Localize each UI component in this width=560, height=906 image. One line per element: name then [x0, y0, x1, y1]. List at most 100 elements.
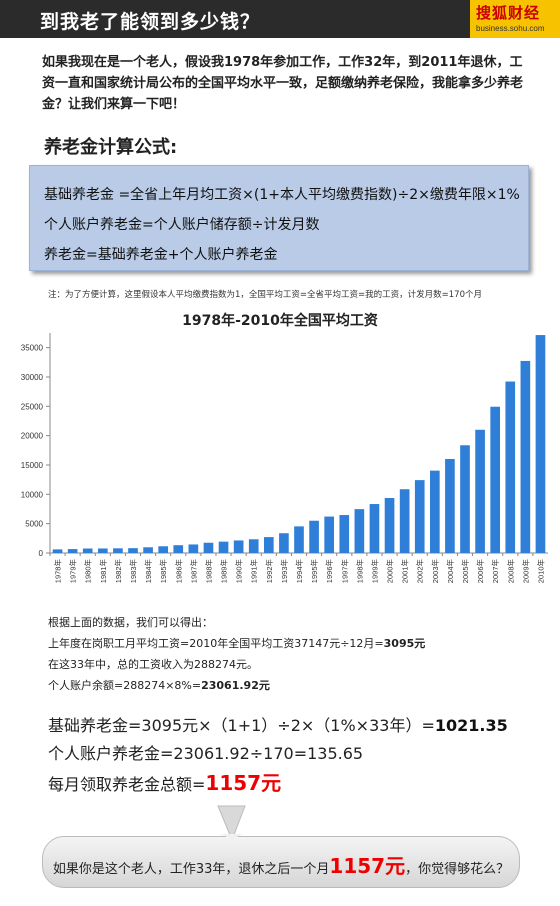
result-monthly-wage-value: 3095元 [383, 637, 426, 650]
x-tick-label: 1985年 [158, 559, 168, 584]
x-tick-label: 1996年 [324, 559, 334, 584]
y-tick-label: 5000 [25, 520, 43, 529]
result-monthly-wage-text: 上年度在岗职工月平均工资=2010年全国平均工资37147元÷12月= [48, 637, 384, 650]
bar-1992年 [263, 537, 274, 553]
calc-personal-pension: 个人账户养老金=23061.92÷170=135.65 [48, 744, 364, 763]
y-tick-label: 25000 [21, 402, 44, 411]
bar-1989年 [218, 541, 229, 553]
chart-title: 1978年-2010年全国平均工资 [182, 313, 378, 329]
y-tick-label: 10000 [21, 490, 44, 499]
question-bubble: 如果你是这个老人，工作33年，退休之后一个月1157元，你觉得够花么？ [42, 836, 520, 888]
bar-1986年 [173, 545, 184, 553]
x-tick-label: 1998年 [354, 559, 364, 584]
bar-1982年 [113, 548, 123, 553]
x-tick-label: 2004年 [445, 559, 455, 584]
results-intro: 根据上面的数据，我们可以得出： [48, 616, 213, 629]
calc-total-pension: 每月领取养老金总额=1157元 [48, 767, 281, 796]
bubble-text-value: 1157元 [329, 854, 406, 878]
sohu-logo: 搜狐财经 business.sohu.com [470, 0, 560, 38]
bar-2006年 [475, 429, 485, 553]
bar-1993年 [279, 533, 289, 553]
bubble-text-pre: 如果你是这个老人，工作33年，退休之后一个月 [52, 862, 330, 877]
bar-1987年 [188, 544, 199, 553]
x-tick-label: 2005年 [460, 559, 470, 584]
x-tick-label: 1982年 [113, 559, 123, 584]
bar-2008年 [505, 381, 516, 553]
bar-1997年 [339, 515, 350, 553]
result-account-balance-value: 23061.92元 [201, 679, 270, 692]
x-tick-label: 1978年 [53, 559, 63, 584]
bar-1995年 [309, 520, 319, 553]
bar-1984年 [143, 547, 153, 553]
bar-1998年 [354, 509, 365, 553]
x-tick-label: 1993年 [279, 559, 289, 584]
y-tick-label: 15000 [21, 461, 44, 470]
bar-1988年 [203, 542, 214, 553]
x-tick-label: 2001年 [400, 559, 410, 584]
calc-basic-pension-text: 基础养老金=3095元×（1+1）÷2×（1%×33年）= [48, 716, 435, 735]
bubble-text-post: ，你觉得够花么？ [405, 862, 510, 877]
calc-total-pension-value: 1157元 [205, 771, 282, 795]
result-total-income: 在这33年中，总的工资收入为288274元。 [48, 658, 258, 671]
bubble-text: 如果你是这个老人，工作33年，退休之后一个月1157元，你觉得够花么？ [43, 850, 519, 879]
bar-1979年 [67, 549, 78, 553]
y-tick-label: 20000 [21, 432, 44, 441]
bar-1980年 [82, 548, 93, 553]
x-tick-label: 2007年 [490, 559, 500, 584]
bar-1981年 [97, 548, 108, 553]
bar-1996年 [324, 516, 335, 553]
x-tick-label: 1989年 [219, 559, 229, 584]
formula-line-basic: 基础养老金 =全省上年月均工资×(1+本人平均缴费指数)÷2×缴费年限×1% [44, 187, 520, 203]
formula-line-personal: 个人账户养老金=个人账户储存额÷计发月数 [44, 217, 320, 233]
x-tick-label: 1997年 [339, 559, 349, 584]
x-tick-label: 2008年 [505, 559, 515, 584]
bar-1999年 [369, 504, 380, 553]
x-tick-label: 2006年 [475, 559, 485, 584]
logo-brand: 搜狐财经 [476, 4, 541, 22]
assumption-note: 注：为了方便计算，这里假设本人平均缴费指数为1，全国平均工资=全省平均工资=我的… [48, 290, 483, 300]
result-monthly-wage: 上年度在岗职工月平均工资=2010年全国平均工资37147元÷12月=3095元 [48, 635, 425, 651]
bar-1991年 [248, 539, 259, 553]
bar-1985年 [158, 546, 169, 553]
page-title: 到我老了能领到多少钱？ [40, 11, 261, 33]
formula-box: 基础养老金 =全省上年月均工资×(1+本人平均缴费指数)÷2×缴费年限×1% 个… [29, 165, 529, 271]
x-tick-label: 1986年 [173, 559, 183, 584]
bar-2007年 [490, 406, 501, 553]
bar-2010年 [535, 335, 546, 553]
bar-2003年 [429, 470, 440, 553]
x-tick-label: 1981年 [98, 559, 108, 584]
bar-2001年 [399, 489, 410, 553]
x-tick-label: 2002年 [415, 559, 425, 584]
bar-2004年 [445, 458, 455, 553]
result-account-balance: 个人账户余额=288274×8%=23061.92元 [48, 677, 270, 693]
bar-1978年 [52, 549, 63, 553]
x-tick-label: 1988年 [203, 559, 213, 584]
wage-bar-chart: 0 5000 10000 15000 20000 25000 30000 35000 1978年… [21, 333, 548, 584]
x-tick-label: 2009年 [520, 559, 530, 584]
calc-total-pension-text: 每月领取养老金总额= [48, 775, 206, 794]
formula-title: 养老金计算公式: [44, 137, 178, 158]
x-tick-label: 1995年 [309, 559, 319, 584]
x-tick-label: 1984年 [143, 559, 153, 584]
x-tick-label: 1983年 [128, 559, 138, 584]
x-tick-label: 1987年 [188, 559, 198, 584]
y-tick-label: 30000 [21, 373, 44, 382]
x-tick-label: 1999年 [369, 559, 379, 584]
formula-line-total: 养老金=基础养老金+个人账户养老金 [44, 247, 278, 263]
x-tick-label: 2000年 [385, 559, 395, 584]
bar-1994年 [294, 526, 304, 553]
bar-2009年 [520, 360, 531, 553]
x-tick-label: 1990年 [234, 559, 244, 584]
result-account-balance-text: 个人账户余额=288274×8%= [48, 679, 202, 692]
header-bar: 到我老了能领到多少钱？ 搜狐财经 business.sohu.com [0, 0, 560, 38]
y-tick-label: 0 [39, 549, 44, 558]
logo-url: business.sohu.com [476, 24, 545, 33]
x-tick-label: 1994年 [294, 559, 304, 584]
intro-paragraph: 如果我现在是一个老人，假设我1978年参加工作，工作32年，到2011年退休，工… [42, 55, 524, 112]
bar-2000年 [384, 498, 395, 553]
x-tick-label: 1980年 [83, 559, 93, 584]
y-tick-label: 35000 [21, 344, 44, 353]
x-tick-label: 2010年 [535, 559, 545, 584]
x-tick-label: 1992年 [264, 559, 274, 584]
